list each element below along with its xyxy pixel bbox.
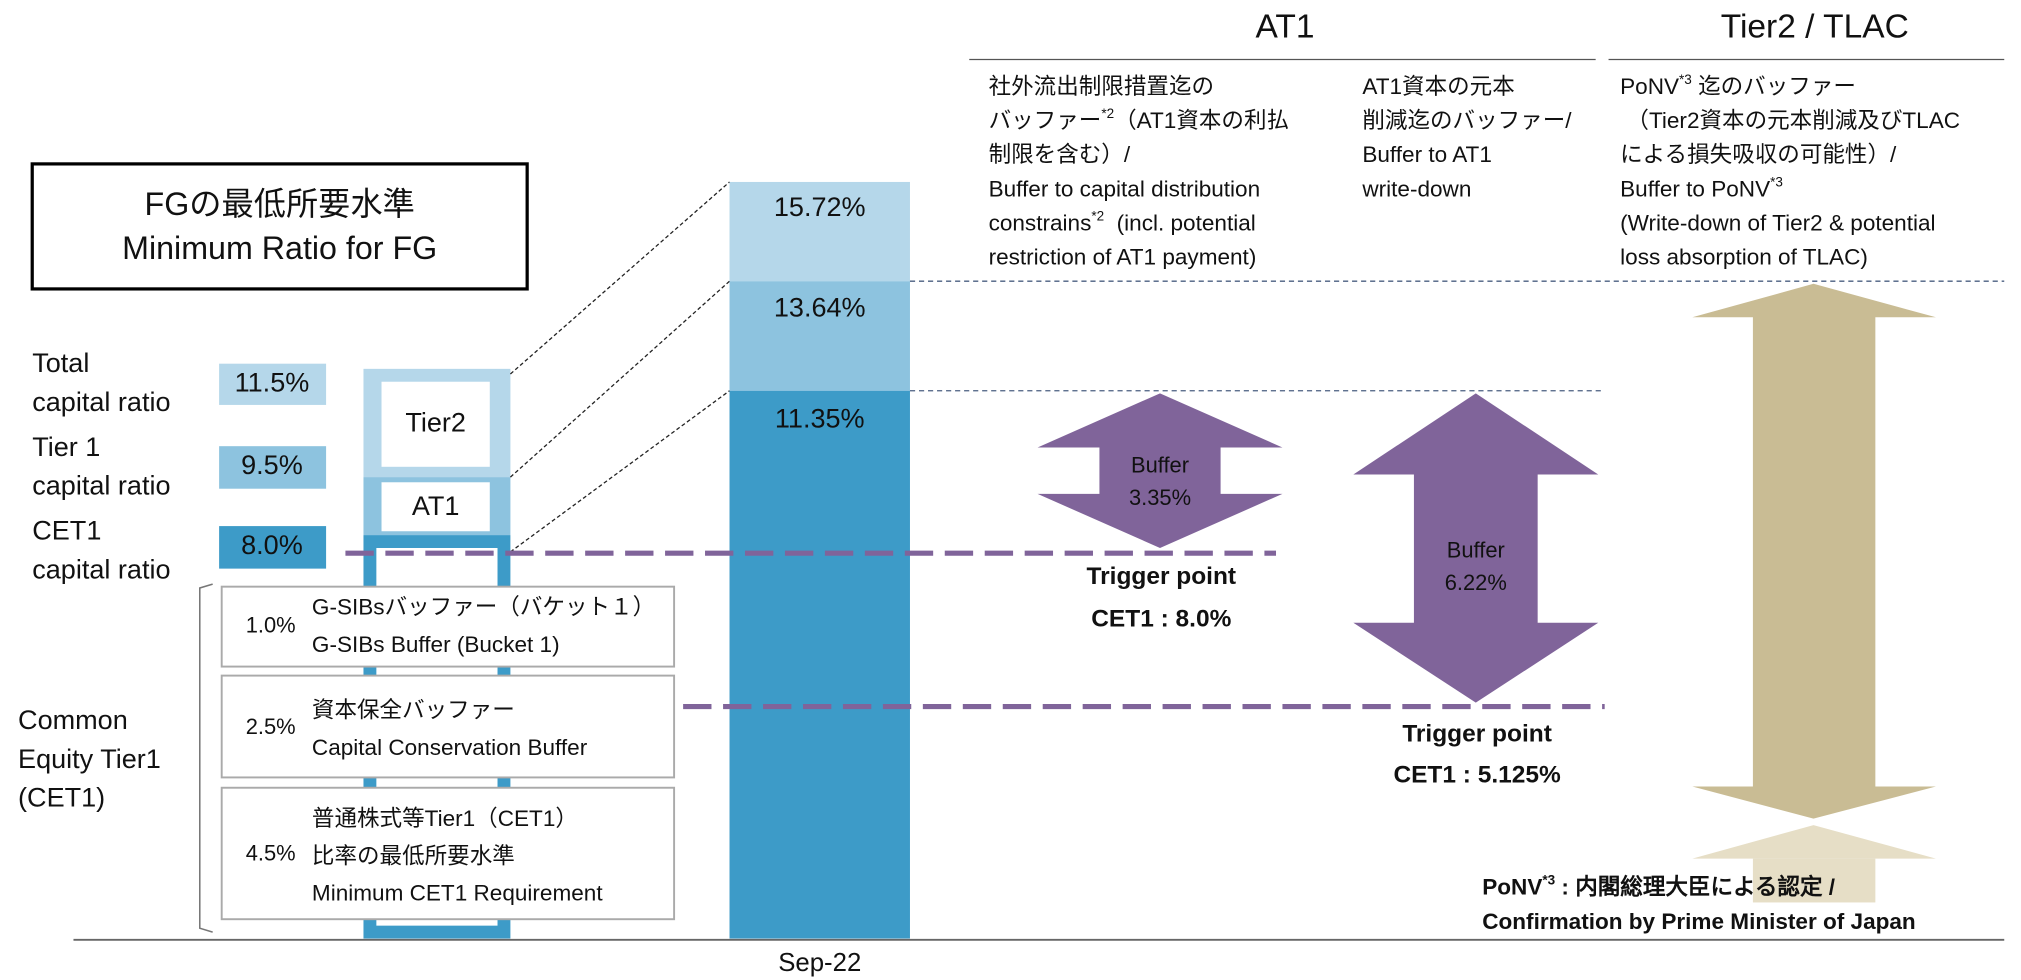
note: Buffer to AT1 (1362, 142, 1492, 167)
ponv-label: PoNV*3 : 内閣総理大臣による認定 / (1482, 872, 1836, 899)
trigger-label: CET1 : 5.125% (1393, 762, 1561, 789)
note-part: （AT1資本の利払 (1114, 108, 1289, 133)
trigger-label: Trigger point (1402, 720, 1552, 747)
ratio-value: 11.5% (235, 367, 310, 397)
component-pct: 1.0% (246, 612, 296, 637)
buffer-label: Buffer (1447, 538, 1505, 563)
ratio-label: Total (32, 348, 89, 378)
note: constrains*2 (incl. potential (989, 209, 1256, 236)
component-text: 普通株式等Tier1（CET1） (312, 806, 578, 831)
note: による損失吸収の可能性）/ (1620, 142, 1897, 167)
header: AT1 (1256, 8, 1315, 45)
component-pct: 4.5% (246, 841, 296, 866)
note: （Tier2資本の元本削減及びTLAC (1620, 108, 1960, 133)
ratio-label: capital ratio (32, 471, 170, 501)
ponv-label: Confirmation by Prime Minister of Japan (1482, 909, 1915, 934)
segment-value: 15.72% (774, 192, 866, 222)
note: write-down (1361, 176, 1471, 201)
cet1-label: (CET1) (18, 782, 105, 812)
column-segment (729, 181, 910, 282)
superscript: *3 (1542, 872, 1555, 887)
bracket (199, 583, 213, 933)
ratio-value: 9.5% (241, 450, 303, 480)
connectors (509, 181, 730, 553)
minimum-title: FGの最低所要水準 (145, 186, 415, 222)
component-pct: 2.5% (246, 714, 296, 739)
trigger-label: Trigger point (1087, 563, 1237, 590)
note-part: 迄のバッファー (1692, 74, 1856, 99)
component-text: G-SIBs Buffer (Bucket 1) (312, 632, 560, 657)
header: Tier2 / TLAC (1721, 8, 1909, 45)
note: loss absorption of TLAC) (1620, 245, 1868, 270)
component-box (220, 674, 676, 779)
note: restriction of AT1 payment) (989, 245, 1257, 270)
segment-value: 13.64% (774, 293, 866, 323)
ratio-box (219, 446, 327, 489)
ratio-box (219, 526, 327, 569)
tier2-inner (381, 381, 490, 467)
ratio-label: capital ratio (32, 554, 170, 584)
column-segment (729, 390, 910, 939)
component-text: 比率の最低所要水準 (312, 843, 515, 868)
component-box (220, 585, 676, 668)
segment-value: 11.35% (775, 404, 865, 434)
period-label: Sep-22 (778, 949, 861, 977)
ratio-box (219, 363, 327, 405)
component-box (220, 786, 676, 921)
note-part: PoNV (1620, 74, 1679, 99)
column-label: AT1 (412, 491, 460, 521)
buffer-label: 6.22% (1445, 570, 1507, 595)
note: PoNV*3 迄のバッファー (1620, 72, 1856, 99)
ratio-value: 8.0% (241, 530, 303, 560)
component-text: Capital Conservation Buffer (312, 735, 588, 760)
ponv-arrow-faded (1752, 858, 1876, 903)
minimum-title: Minimum Ratio for FG (122, 230, 437, 266)
component-text: Minimum CET1 Requirement (312, 881, 603, 906)
superscript: *3 (1679, 72, 1692, 87)
note-part: Buffer to PoNV (1620, 176, 1770, 201)
note: AT1資本の元本 (1362, 74, 1514, 99)
buffer-label: Buffer (1131, 453, 1189, 478)
cet1-label: Common (18, 705, 128, 735)
component-text: G-SIBsバッファー（バケット１） (312, 595, 655, 620)
note: バッファー*2（AT1資本の利払 (989, 106, 1289, 133)
minimum-box (30, 162, 529, 291)
ponv-label-part: : 内閣総理大臣による認定 / (1555, 873, 1836, 899)
cet1-label: Equity Tier1 (18, 744, 161, 774)
buffer-label: 3.35% (1129, 485, 1191, 510)
note-part: constrains (989, 210, 1092, 235)
buffer-arrow (1037, 393, 1283, 549)
note: 社外流出制限措置迄の (989, 74, 1214, 99)
note-part: (incl. potential (1104, 210, 1256, 235)
component-text: 資本保全バッファー (312, 698, 515, 723)
ratio-label: capital ratio (32, 387, 170, 417)
trigger-label: CET1 : 8.0% (1091, 606, 1231, 633)
ratio-label: CET1 (32, 516, 101, 546)
note: Buffer to PoNV*3 (1620, 174, 1783, 201)
note: (Write-down of Tier2 & potential (1620, 210, 1935, 235)
ratio-label: Tier 1 (32, 432, 100, 462)
superscript: *2 (1101, 106, 1114, 121)
note-part: バッファー (989, 108, 1102, 133)
note: Buffer to capital distribution (989, 176, 1261, 201)
note: 削減迄のバッファー/ (1362, 108, 1572, 133)
ponv-arrow-faded (1692, 825, 1936, 859)
note: 制限を含む）/ (989, 142, 1131, 167)
ponv-label-part: PoNV (1482, 874, 1542, 899)
column-segment (729, 281, 910, 391)
ponv-arrow (1692, 283, 1936, 819)
at1-inner (381, 482, 490, 532)
superscript: *2 (1091, 209, 1104, 224)
buffer-arrow (1353, 393, 1599, 703)
column-label: Tier2 (405, 407, 466, 437)
superscript: *3 (1770, 174, 1783, 189)
